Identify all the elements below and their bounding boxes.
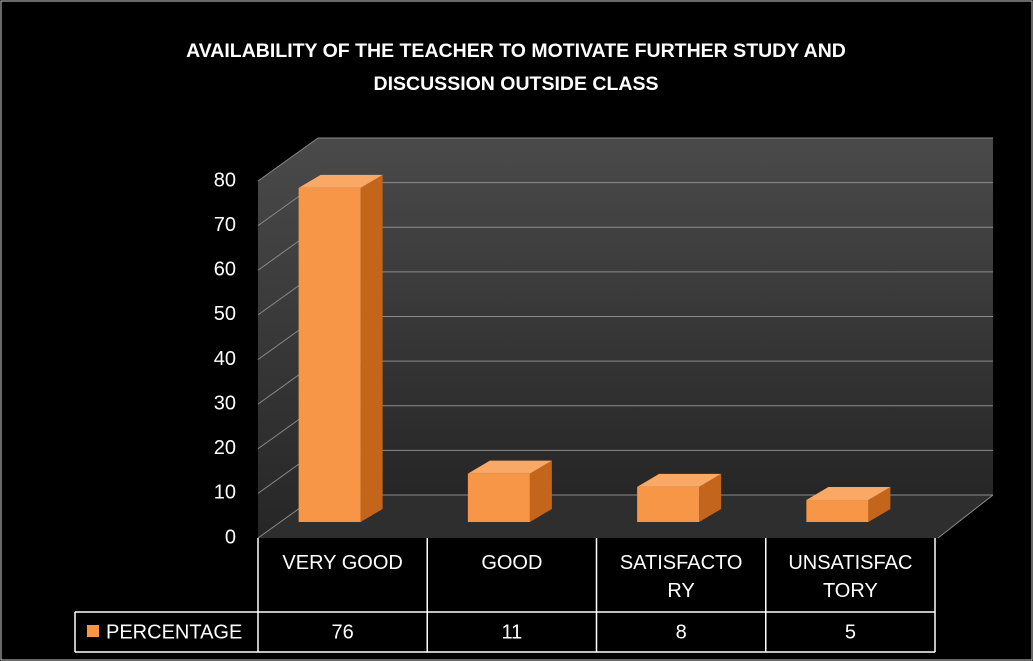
legend-key: [87, 625, 99, 637]
bar-top: [298, 174, 383, 188]
bar-top: [637, 473, 722, 487]
chart-title: AVAILABILITY OF THE TEACHER TO MOTIVATE …: [186, 40, 846, 62]
chart-title: DISCUSSION OUTSIDE CLASS: [374, 73, 659, 95]
data-label: 76: [332, 621, 354, 643]
data-label: 5: [845, 621, 856, 643]
x-tick-label: VERY GOOD: [282, 552, 403, 574]
bar-side: [529, 460, 552, 522]
x-tick-label: UNSATISFACTORY: [788, 552, 913, 602]
y-tick-label: 0: [225, 526, 236, 548]
legend-label: PERCENTAGE: [106, 621, 242, 643]
bar-top: [467, 460, 552, 474]
bar: [467, 473, 530, 522]
x-tick-label: GOOD: [481, 552, 543, 574]
y-tick-label: 80: [214, 169, 236, 191]
bar-top: [806, 487, 891, 501]
y-tick-label: 60: [214, 259, 236, 281]
grid-line: [257, 137, 319, 182]
x-tick-label: SATISFACTORY: [619, 552, 743, 602]
floor-edge: [937, 494, 994, 539]
bar: [298, 187, 361, 522]
bar: [637, 486, 700, 522]
data-label: 11: [501, 621, 522, 643]
bar: [806, 500, 869, 522]
y-tick-label: 10: [214, 482, 236, 504]
data-label: 8: [676, 621, 687, 643]
bar-side: [699, 473, 722, 522]
y-tick-label: 30: [214, 392, 236, 414]
y-tick-label: 70: [214, 214, 236, 236]
y-tick-label: 50: [214, 303, 236, 325]
bar-side: [868, 487, 891, 522]
bar-side: [360, 174, 383, 522]
y-tick-label: 40: [214, 348, 236, 370]
y-tick-label: 20: [214, 437, 236, 459]
